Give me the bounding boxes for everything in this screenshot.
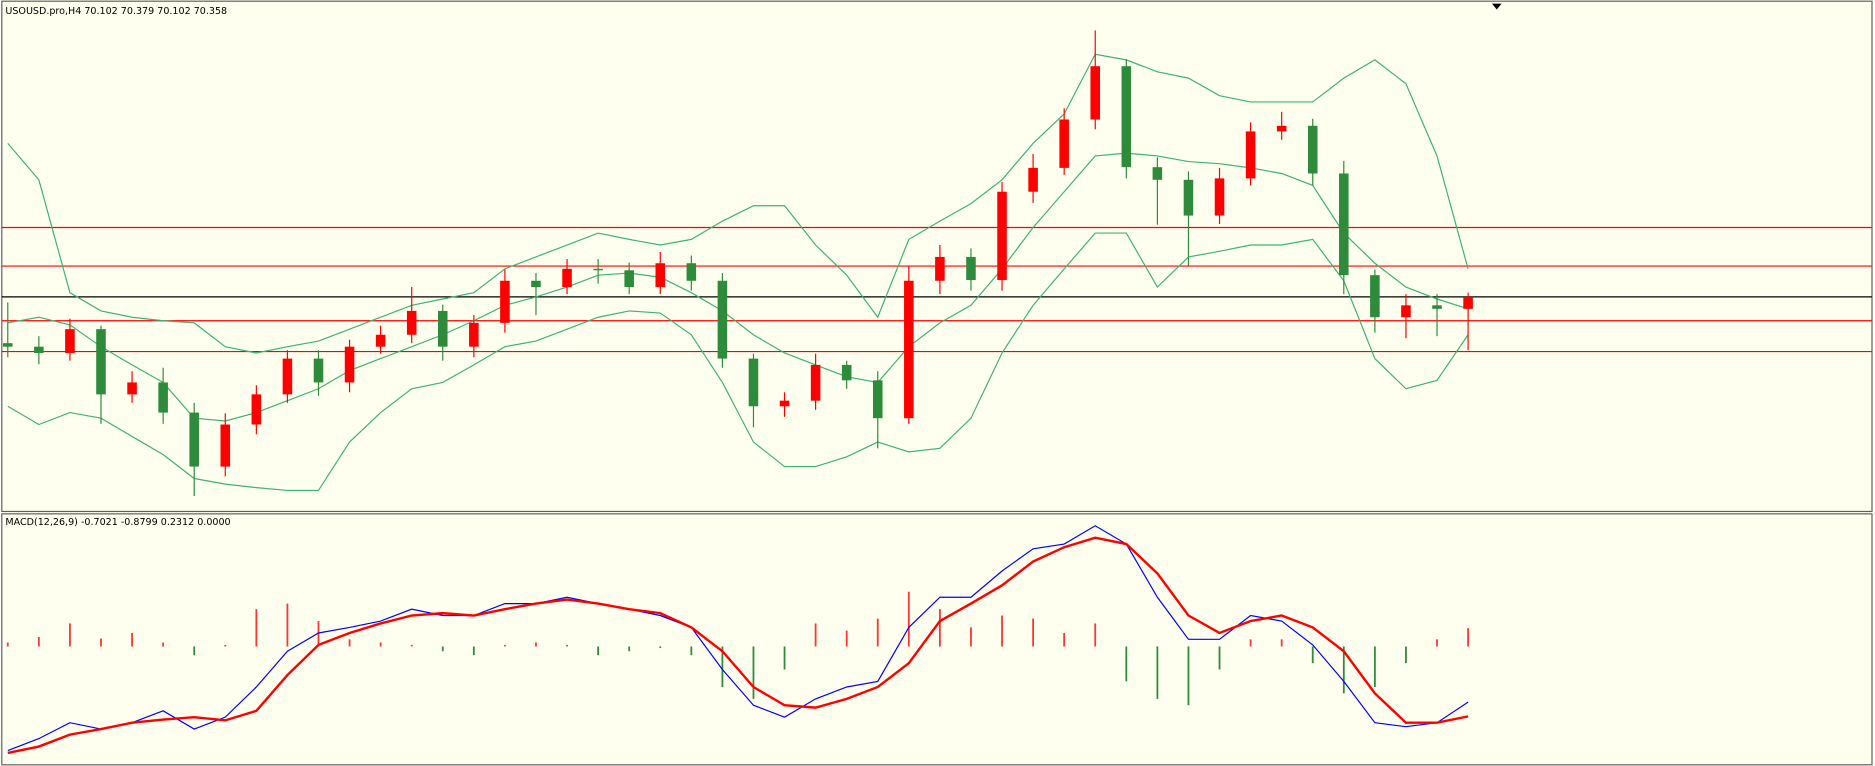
candle-body [313,358,324,383]
candle-body [1183,179,1194,216]
candle-body [562,268,572,288]
bollinger-lower [7,232,1469,492]
hist-value: 0.2312 [161,517,194,528]
candle-body [469,322,479,347]
bollinger-middle [7,152,1469,422]
candle-body [966,256,976,281]
candle-body [841,364,852,381]
candle-body [1401,305,1411,318]
candle-body [1463,296,1473,309]
candle-body [1245,131,1256,179]
candle-body [593,268,603,271]
ohlc-low: 70.102 [157,5,190,16]
candle-body [1059,119,1069,168]
price-header: USOUSD.pro,H4 70.102 70.379 70.102 70.35… [5,5,227,16]
candle-body [158,382,168,413]
macd-line [7,525,1469,752]
macd-name: MACD(12,26,9) [5,517,78,528]
candle-body [1152,167,1163,180]
bollinger-upper [7,53,1469,354]
candle-body [872,380,883,419]
symbol: USOUSD.pro,H4 [5,5,81,16]
shift-marker [1491,3,1502,10]
candle-body [531,280,541,288]
candle-body [189,412,199,467]
candle-body [997,191,1007,281]
macd-header: MACD(12,26,9) -0.7021 -0.8799 0.2312 0.0… [5,517,230,528]
candle-body [500,280,510,323]
ohlc-close: 70.358 [194,5,227,16]
candle-body [1276,125,1287,132]
candle-body [344,346,355,383]
candle-body [220,424,231,467]
candle-body [904,280,914,419]
candle-body [1121,66,1132,168]
signal-value: -0.8799 [121,517,158,528]
candle-body [3,343,13,347]
candle-body [624,270,634,288]
ohlc-open: 70.102 [84,5,117,16]
candle-body [127,382,137,395]
macd-panel [1,513,1873,766]
candle-body [1090,66,1101,120]
candle-body [1307,125,1318,174]
candle-body [810,364,821,401]
price-panel [1,0,1873,513]
candle-body [1370,275,1380,318]
candle-body [251,394,262,425]
candle-body [779,400,790,407]
candle-body [655,263,666,288]
candle-body [406,310,417,335]
candle-body [1339,173,1349,276]
ohlc-high: 70.379 [121,5,154,16]
candle-body [34,346,44,353]
macd-line [7,536,1469,755]
candle-body [282,358,293,395]
candle-body [375,334,386,347]
candle-body [1028,167,1038,192]
candle-body [1432,305,1442,309]
candle-body [96,329,106,395]
candle-body [717,280,728,359]
extra-value: 0.0000 [197,517,230,528]
candle-body [686,263,697,281]
macd-value: -0.7021 [81,517,118,528]
candle-body [935,256,945,281]
candle-body [748,358,759,407]
candle-body [437,310,448,347]
candle-body [1214,178,1225,216]
candle-body [65,329,75,353]
